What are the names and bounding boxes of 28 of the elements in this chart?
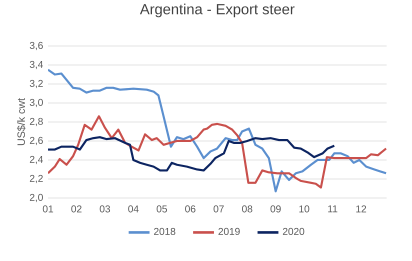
legend-label: 2019 bbox=[218, 228, 240, 235]
x-tick-label: 05 bbox=[156, 205, 167, 212]
x-tick-label: 04 bbox=[128, 205, 139, 212]
line-series bbox=[48, 68, 387, 192]
x-tick-label: 08 bbox=[242, 205, 252, 212]
legend-label: 2020 bbox=[282, 228, 304, 235]
y-tick-label: 3,6 bbox=[30, 42, 43, 50]
x-tick-label: 03 bbox=[100, 205, 110, 212]
y-tick-label: 3,4 bbox=[30, 60, 44, 70]
y-tick-label: 2,8 bbox=[30, 118, 43, 126]
x-tick-label: 02 bbox=[71, 205, 82, 212]
y-tick-label: 3,2 bbox=[30, 80, 43, 88]
y-axis-title: US$/k cwt bbox=[16, 98, 26, 146]
y-tick-label: 2,2 bbox=[30, 174, 43, 184]
x-tick-label: 10 bbox=[299, 205, 310, 212]
x-tick-label: 12 bbox=[356, 205, 366, 212]
y-tick-label: 2,0 bbox=[30, 194, 43, 202]
y-tick-label: 2,6 bbox=[30, 136, 43, 146]
legend-label: 2018 bbox=[154, 228, 176, 235]
chart-title: Argentina - Export steer bbox=[140, 4, 295, 18]
x-tick-label: 07 bbox=[214, 205, 224, 212]
y-tick-label: 3,0 bbox=[30, 98, 43, 108]
x-tick-label: 11 bbox=[328, 205, 338, 212]
y-tick-label: 2,4 bbox=[30, 156, 44, 164]
x-tick-label: 06 bbox=[185, 205, 196, 212]
x-tick-label: 01 bbox=[42, 205, 54, 212]
line-series bbox=[48, 136, 336, 172]
x-tick-label: 09 bbox=[270, 205, 281, 212]
